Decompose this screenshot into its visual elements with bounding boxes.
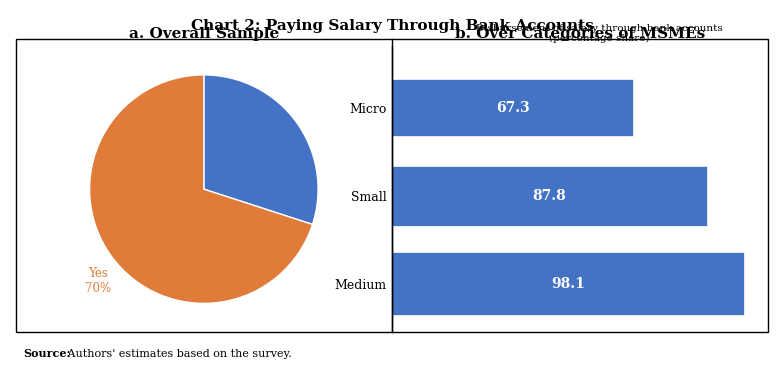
Title: a. Overall Sample: a. Overall Sample: [129, 27, 279, 41]
Wedge shape: [89, 75, 313, 303]
Wedge shape: [204, 75, 318, 224]
Title: b. Over Categories of MSMEs: b. Over Categories of MSMEs: [455, 27, 706, 41]
Text: Yes
70%: Yes 70%: [85, 267, 111, 295]
Text: Chart 2: Paying Salary Through Bank Accounts: Chart 2: Paying Salary Through Bank Acco…: [191, 19, 593, 33]
Bar: [392, 166, 706, 225]
Bar: [392, 79, 633, 136]
Text: Source:: Source:: [24, 348, 71, 359]
Text: Disbursement of salary through bank accounts
(percentage share): Disbursement of salary through bank acco…: [476, 24, 722, 44]
Text: No
30%: No 30%: [256, 132, 282, 160]
Text: 67.3: 67.3: [495, 101, 529, 115]
Bar: [392, 252, 743, 315]
Text: 87.8: 87.8: [532, 189, 566, 203]
Text: 98.1: 98.1: [551, 277, 585, 291]
Text: Authors' estimates based on the survey.: Authors' estimates based on the survey.: [64, 349, 292, 359]
